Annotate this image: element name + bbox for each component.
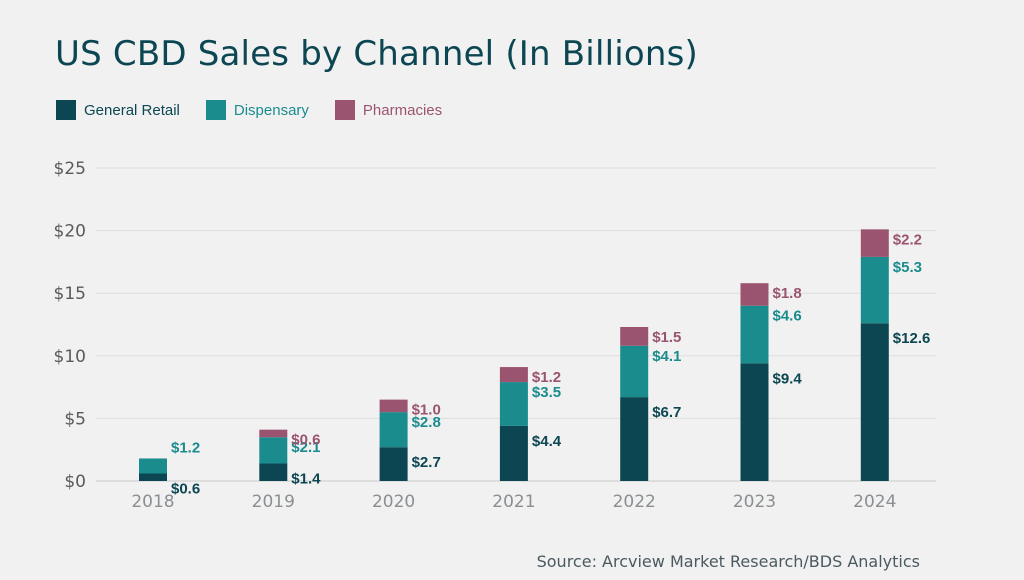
data-label: $1.5 [652, 329, 681, 346]
chart-legend: General Retail Dispensary Pharmacies [56, 100, 468, 120]
data-label: $4.4 [532, 433, 562, 450]
x-tick-label: 2018 [131, 492, 174, 512]
data-label: $2.8 [412, 414, 441, 431]
legend-item-general-retail: General Retail [56, 100, 180, 120]
data-label: $6.7 [652, 404, 681, 421]
y-tick-label: $5 [64, 409, 86, 429]
bar-pharmacies [860, 229, 889, 257]
legend-label-dispensary: Dispensary [233, 101, 309, 119]
y-tick-label: $25 [54, 159, 86, 179]
x-tick-label: 2023 [733, 492, 776, 512]
data-label: $0.6 [171, 480, 200, 497]
y-tick-label: $0 [64, 472, 86, 492]
bar-pharmacies [740, 283, 769, 306]
bar-general-retail [860, 323, 889, 481]
data-label: $3.5 [532, 384, 561, 401]
bar-general-retail [259, 463, 288, 481]
x-tick-label: 2020 [372, 492, 415, 512]
legend-swatch-general-retail [56, 100, 76, 120]
x-tick-label: 2019 [252, 492, 295, 512]
bar-dispensary [620, 345, 649, 398]
bar-general-retail [740, 363, 769, 481]
bar-pharmacies [620, 327, 649, 346]
bar-dispensary [379, 412, 408, 448]
data-label: $1.8 [773, 285, 802, 302]
x-tick-label: 2024 [853, 492, 896, 512]
x-tick-label: 2021 [492, 492, 535, 512]
data-label: $4.6 [773, 308, 802, 325]
bar-dispensary [740, 305, 769, 364]
chart-title: US CBD Sales by Channel (In Billions) [55, 34, 699, 74]
data-label: $1.0 [412, 402, 441, 419]
legend-label-general-retail: General Retail [84, 101, 180, 119]
bar-general-retail [620, 397, 649, 481]
y-tick-label: $20 [54, 222, 86, 242]
data-label: $12.6 [893, 330, 931, 347]
data-label: $2.7 [412, 454, 441, 471]
bar-general-retail [499, 425, 528, 481]
bar-dispensary [259, 437, 288, 464]
bar-dispensary [139, 458, 167, 474]
bar-general-retail [139, 473, 167, 481]
data-label: $1.4 [291, 470, 321, 487]
bar-pharmacies [379, 399, 408, 413]
data-label: $2.2 [893, 231, 922, 248]
legend-item-pharmacies: Pharmacies [334, 100, 443, 120]
bar-dispensary [860, 256, 889, 324]
legend-label-pharmacies: Pharmacies [362, 101, 443, 119]
bar-general-retail [379, 447, 408, 481]
y-tick-label: $10 [54, 347, 86, 367]
data-label: $0.6 [291, 432, 320, 449]
bar-pharmacies [499, 367, 528, 383]
y-tick-label: $15 [54, 284, 86, 304]
data-label: $1.2 [171, 439, 200, 456]
x-tick-label: 2022 [613, 492, 656, 512]
source-note: Source: Arcview Market Research/BDS Anal… [536, 552, 920, 571]
legend-item-dispensary: Dispensary [205, 100, 309, 120]
data-label: $2.1 [291, 439, 320, 456]
data-label: $1.2 [532, 369, 561, 386]
legend-swatch-dispensary [205, 100, 226, 120]
data-label: $5.3 [893, 259, 922, 276]
bar-dispensary [499, 382, 528, 426]
bar-pharmacies [259, 429, 288, 438]
legend-swatch-pharmacies [334, 100, 355, 120]
data-label: $4.1 [652, 348, 681, 365]
data-label: $9.4 [773, 370, 803, 387]
